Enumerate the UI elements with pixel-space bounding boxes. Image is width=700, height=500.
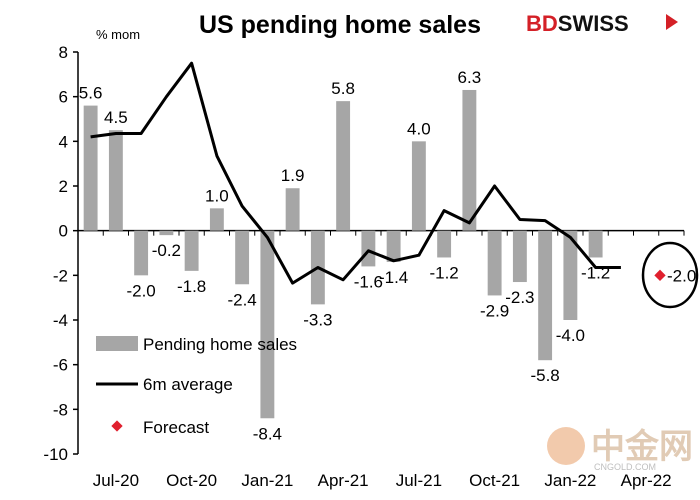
brand-name-part2: SWISS [558, 11, 629, 36]
line-layer [90, 61, 666, 285]
bar [235, 230, 250, 285]
axis-layer: 8 6 4 2 0 -2 -4 -6 -8 -10 Jul-20 Oct-20 Jan-21 Apr-21… [43, 43, 685, 490]
legend-swatch-bars [96, 336, 138, 351]
bar [336, 101, 351, 231]
y-tick-label: 4 [59, 132, 68, 151]
bar-data-label: -4.0 [556, 326, 585, 345]
watermark-chinese-text: 中金网 [591, 427, 693, 466]
forecast-highlight-circle [641, 241, 699, 309]
watermark-url-text: CNGOLD.COM [594, 462, 656, 472]
x-tick-label: Apr-21 [318, 471, 369, 490]
bar [487, 230, 502, 296]
bar-data-label: -1.6 [354, 272, 383, 291]
bar [134, 230, 149, 276]
watermark-logo-icon [547, 427, 585, 465]
six-month-average-line [90, 61, 621, 285]
unit-label: % mom [96, 27, 140, 42]
y-tick-label: -8 [53, 400, 68, 419]
bar [386, 230, 401, 262]
bar-data-label: -5.8 [530, 366, 559, 385]
label-layer: 5.64.5 -2.0 -0.2 -1.8 1.0 -2.4 -8.4 1.9 -3.3 5.8 -… [79, 68, 696, 443]
svg-text:BDSWISS: BDSWISS [526, 11, 629, 36]
bar-data-label: -8.4 [253, 424, 282, 443]
bar-data-label: -1.4 [379, 268, 408, 287]
bar-data-label: 4.5 [104, 108, 128, 127]
x-tick-label: Oct-21 [469, 471, 520, 490]
bar [285, 188, 300, 231]
bar [108, 130, 123, 231]
y-tick-label: -10 [43, 445, 68, 464]
legend-label-forecast: Forecast [143, 418, 209, 437]
brand-logo: BDSWISS [526, 11, 678, 36]
bar [184, 230, 199, 271]
y-tick-label: -2 [53, 266, 68, 285]
forecast-data-label: -2.0 [667, 266, 696, 285]
brand-arrow-icon [666, 14, 678, 30]
bar-data-label: 1.9 [281, 166, 305, 185]
y-tick-label: 8 [59, 43, 68, 62]
bar-data-label: 5.6 [79, 84, 103, 103]
bar [437, 230, 452, 258]
bar-data-label: -2.4 [227, 290, 256, 309]
bar-data-label: 1.0 [205, 186, 229, 205]
bar [563, 230, 578, 320]
y-tick-label: -4 [53, 311, 68, 330]
bar-data-label: 6.3 [458, 68, 482, 87]
brand-name-part1: BD [526, 11, 558, 36]
x-tick-label: Oct-20 [166, 471, 217, 490]
bar [512, 230, 527, 283]
x-tick-label: Apr-22 [621, 471, 672, 490]
bar [159, 230, 174, 236]
bar-data-label: -2.3 [505, 288, 534, 307]
y-tick-label: -6 [53, 356, 68, 375]
y-tick-label: 2 [59, 177, 68, 196]
x-tick-label: Jul-20 [93, 471, 139, 490]
bar [209, 208, 224, 231]
bar [462, 89, 477, 231]
legend-swatch-forecast [111, 420, 123, 432]
bar-data-label: -1.2 [581, 263, 610, 282]
watermark: 中金网 CNGOLD.COM [547, 427, 693, 472]
y-tick-label: 0 [59, 222, 68, 241]
bar-data-label: 4.0 [407, 119, 431, 138]
bar [260, 230, 275, 419]
bar-data-label: -1.8 [177, 277, 206, 296]
bar-data-label: -1.2 [429, 263, 458, 282]
bar [83, 105, 98, 231]
bar-data-label: 5.8 [331, 79, 355, 98]
x-tick-label: Jan-22 [544, 471, 596, 490]
bar [361, 230, 376, 267]
bar [411, 141, 426, 231]
forecast-marker [654, 269, 666, 281]
bar-data-label: -2.0 [126, 281, 155, 300]
bar [538, 230, 553, 361]
bar-data-label: -2.9 [480, 301, 509, 320]
bar [588, 230, 603, 258]
legend-label-line: 6m average [143, 375, 233, 394]
chart-title: US pending home sales [199, 11, 481, 39]
legend-label-bars: Pending home sales [143, 335, 297, 354]
x-tick-label: Jul-21 [396, 471, 442, 490]
bar-data-label: -3.3 [303, 310, 332, 329]
x-tick-label: Jan-21 [241, 471, 293, 490]
bar-data-label: -0.2 [152, 241, 181, 260]
y-tick-label: 6 [59, 88, 68, 107]
